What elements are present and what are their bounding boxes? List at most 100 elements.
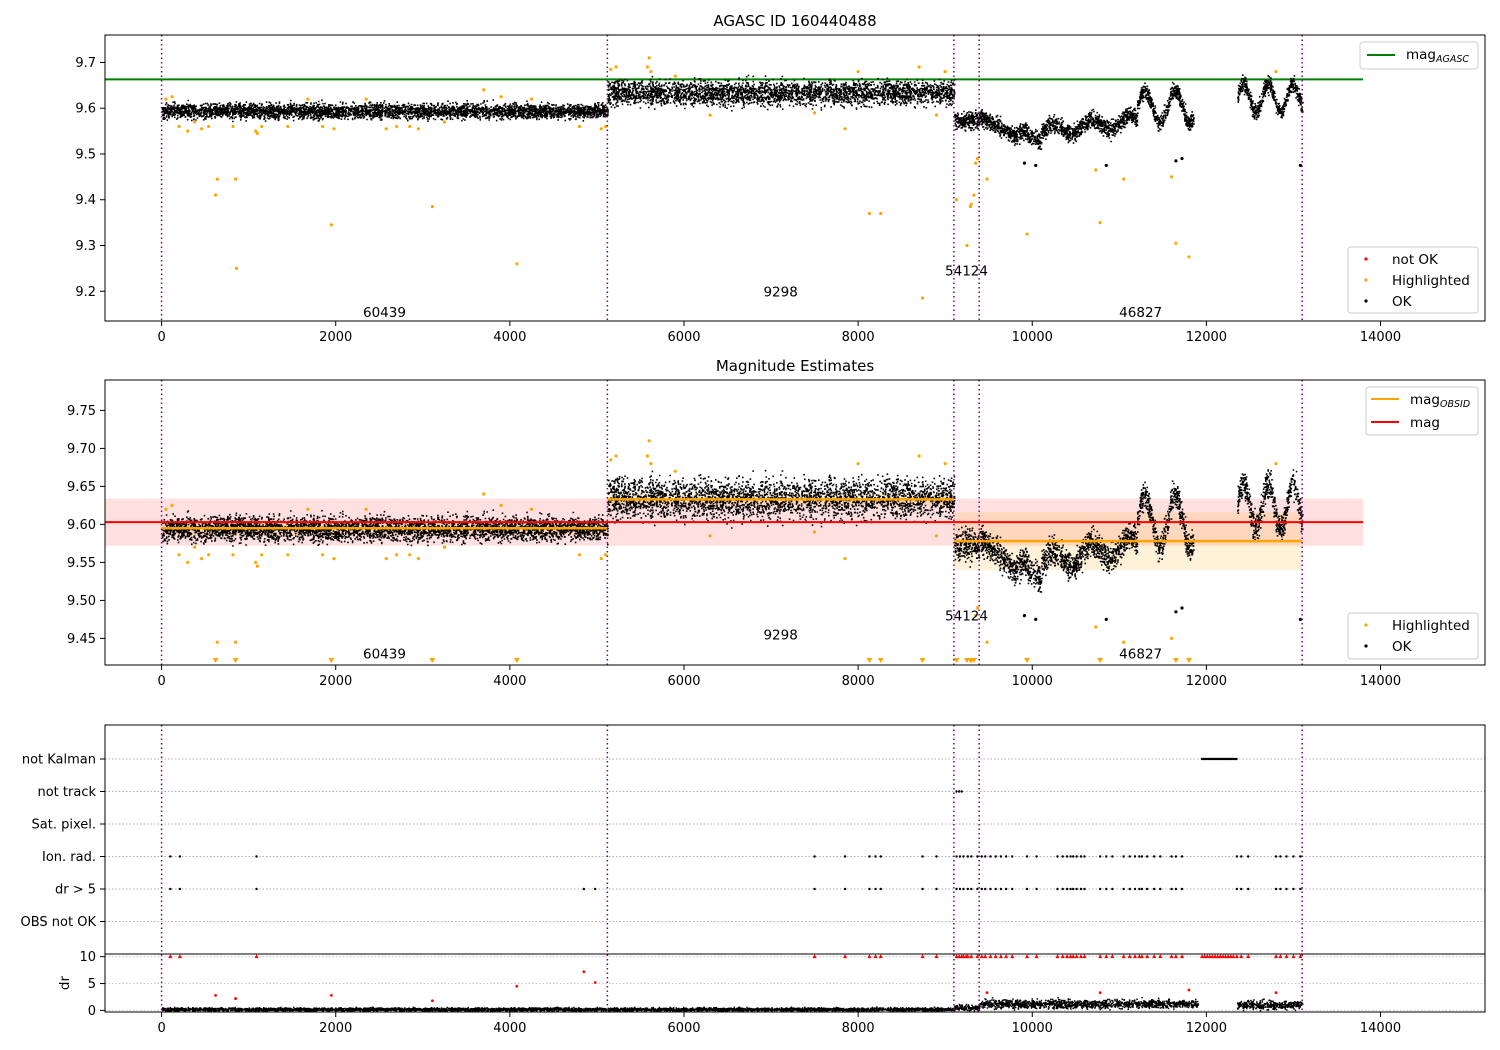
highlighted-point — [306, 97, 310, 101]
legend2-highlighted-marker — [1364, 623, 1368, 627]
flag-point — [1145, 855, 1149, 858]
offscale-marker — [970, 658, 977, 663]
flag-row-label: OBS not OK — [21, 915, 97, 930]
flag-row-label: Sat. pixel. — [32, 818, 96, 833]
highlighted-point — [1094, 625, 1098, 629]
x-tick-label: 12000 — [1186, 1021, 1227, 1036]
highlighted-point — [1174, 241, 1178, 245]
x-tick-label: 6000 — [667, 330, 700, 345]
highlighted-point — [416, 557, 421, 561]
obsid-label: 9298 — [763, 628, 797, 644]
dr-clipped-marker — [1215, 954, 1220, 959]
legend-highlighted-marker — [1364, 278, 1368, 282]
highlighted-point — [499, 503, 503, 507]
obsid-label: 46827 — [1119, 305, 1162, 321]
flag-point — [1138, 855, 1141, 858]
highlighted-point — [1274, 462, 1278, 466]
dr-clipped-marker — [961, 954, 966, 959]
highlighted-point — [321, 553, 325, 557]
flag-point — [1122, 855, 1125, 858]
x-tick-label: 4000 — [493, 674, 526, 689]
dr-clipped-marker — [1223, 954, 1228, 959]
flag-point — [879, 887, 882, 891]
highlighted-point — [943, 70, 947, 74]
offscale-marker — [328, 658, 335, 663]
highlighted-point — [985, 640, 989, 644]
highlighted-point — [164, 507, 168, 511]
dr-clipped-marker — [1213, 954, 1218, 959]
highlighted-point — [934, 113, 939, 117]
highlighted-point — [614, 65, 618, 69]
flag-point — [999, 855, 1003, 858]
flag-point — [994, 887, 997, 891]
flag-row-label: dr > 5 — [55, 883, 96, 898]
flag-row-label: Ion. rad. — [42, 850, 96, 865]
highlighted-point — [599, 557, 603, 561]
highlighted-point — [482, 492, 486, 496]
highlighted-point — [177, 553, 181, 557]
highlighted-point — [186, 560, 190, 565]
flag-point — [1083, 855, 1086, 858]
ok-point — [1034, 163, 1038, 168]
flag-point — [999, 887, 1003, 891]
y-tick-label: 9.3 — [75, 239, 96, 254]
highlighted-point — [1169, 175, 1174, 179]
highlighted-point — [395, 124, 399, 129]
highlighted-point — [234, 266, 239, 270]
flag-point — [1128, 887, 1131, 891]
dr-clipped-marker — [1082, 954, 1087, 959]
dr-clipped-marker — [1010, 954, 1015, 959]
highlighted-point — [164, 97, 168, 101]
legend-ok-marker — [1364, 299, 1368, 303]
highlighted-point — [969, 202, 973, 206]
highlighted-point — [645, 454, 650, 458]
dr-clipped-marker — [1121, 954, 1126, 959]
x-tick-label: 8000 — [842, 1021, 875, 1036]
legend2-highlighted-label: Highlighted — [1392, 618, 1470, 634]
flag-point — [1279, 855, 1282, 858]
dr-points-cloud — [161, 996, 1304, 1012]
dr-clipped-marker — [975, 954, 980, 959]
highlighted-point — [364, 97, 368, 101]
x-tick-label: 8000 — [842, 330, 875, 345]
highlighted-point — [329, 223, 333, 227]
highlighted-point — [1025, 232, 1029, 236]
x-tick-label: 14000 — [1360, 1021, 1401, 1036]
dr-clipped-marker — [983, 954, 988, 959]
highlighted-point — [708, 113, 712, 117]
highlighted-point — [215, 177, 219, 181]
dr-clipped-marker — [1220, 954, 1225, 959]
flag-point — [1111, 887, 1114, 891]
flags-panel: 0 2000 4000 6000 8000 10000 12000 14000 not Kalm… — [21, 724, 1486, 1036]
highlighted-point — [647, 439, 651, 443]
dr-red-point — [515, 984, 519, 988]
dr-clipped-marker — [1004, 954, 1009, 959]
flag-point — [169, 855, 172, 858]
highlighted-point — [649, 462, 653, 466]
dr-clipped-marker — [1234, 954, 1239, 959]
dr-clipped-marker — [843, 954, 848, 959]
highlighted-point — [200, 557, 204, 561]
flag-point — [966, 887, 970, 891]
flag-point — [1235, 855, 1239, 858]
highlighted-point — [812, 530, 817, 534]
flag-point — [1011, 887, 1014, 891]
flag-point — [1152, 855, 1156, 858]
dr-clipped-marker — [1169, 954, 1174, 959]
flag-point — [976, 887, 979, 891]
flag-point — [1274, 887, 1278, 891]
highlighted-point — [207, 124, 211, 129]
dr-clipped-marker — [1278, 954, 1283, 959]
dr-red-point — [1098, 991, 1102, 995]
highlighted-point — [499, 95, 503, 99]
flag-point — [1274, 855, 1278, 858]
highlighted-point — [609, 67, 613, 71]
legend-notok-marker — [1364, 257, 1368, 261]
highlighted-point — [193, 545, 197, 549]
flag-row-label: not Kalman — [22, 753, 96, 768]
dr-clipped-marker — [979, 954, 984, 959]
highlighted-point — [1274, 70, 1278, 74]
dr-clipped-marker — [1205, 954, 1210, 959]
dr-clipped-marker — [1239, 954, 1244, 959]
ok-point — [1298, 163, 1303, 168]
